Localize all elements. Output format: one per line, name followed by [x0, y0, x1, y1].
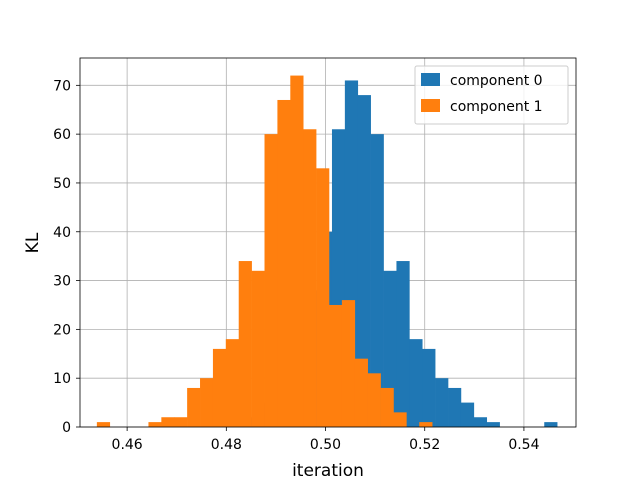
plot-frame [79, 57, 577, 428]
histogram-bar-series-1-bin-13 [303, 129, 317, 427]
legend-label-component-1: component 1 [450, 99, 543, 115]
histogram-bar-series-1-bin-4 [187, 387, 201, 427]
x-tick-label-1: 0.48 [211, 437, 242, 453]
y-tick-label-6: 60 [53, 127, 71, 143]
legend-swatch-component-1 [421, 99, 440, 112]
bars-layer [96, 75, 558, 428]
x-tick-label-3: 0.52 [409, 437, 440, 453]
histogram-bar-series-0-bin-21 [544, 422, 558, 427]
histogram-bar-series-1-bin-16 [341, 300, 356, 427]
y-axis-ticks: 0 10 20 30 40 50 60 70 [53, 78, 80, 436]
histogram-bar-series-0-bin-17 [448, 387, 462, 427]
y-tick-label-3: 30 [53, 274, 71, 290]
x-axis-label: iteration [292, 461, 364, 480]
histogram-bar-series-0-bin-11 [370, 134, 384, 427]
x-tick-label-0: 0.46 [112, 437, 143, 453]
legend-swatch-component-0 [421, 73, 440, 86]
histogram-bar-series-0-bin-20 [486, 422, 500, 427]
y-tick-label-7: 70 [53, 78, 71, 94]
histogram-bar-series-1-bin-18 [367, 373, 381, 427]
histogram-bar-series-0-bin-15 [422, 348, 436, 427]
histogram-bar-series-1-bin-8 [238, 261, 252, 427]
histogram-bar-series-1-bin-20 [393, 412, 407, 427]
legend-box [414, 65, 569, 125]
histogram-bar-series-1-bin-9 [251, 270, 265, 427]
histogram-bar-series-1-bin-6 [212, 348, 227, 427]
y-tick-label-0: 0 [62, 420, 71, 436]
histogram-bar-series-1-bin-14 [316, 168, 330, 428]
y-tick-label-1: 10 [53, 371, 71, 387]
histogram-bar-series-1-bin-3 [174, 417, 188, 427]
histogram-bar-series-0-bin-19 [473, 417, 488, 427]
histogram-bar-series-1-bin-2 [161, 417, 175, 427]
histogram-bar-series-0-bin-10 [357, 95, 371, 427]
x-tick-label-4: 0.54 [508, 437, 539, 453]
y-axis-label: KL [23, 232, 43, 253]
y-tick-label-2: 20 [53, 322, 71, 338]
histogram-bar-series-0-bin-13 [396, 261, 410, 427]
series-1-bars [96, 75, 433, 428]
histogram-bar-series-1-bin-0 [96, 422, 111, 427]
histogram-bar-series-1-bin-15 [328, 304, 343, 427]
histogram-bar-series-1-bin-1 [148, 422, 162, 427]
legend: component 0 component 1 [414, 65, 569, 125]
histogram-bar-series-1-bin-11 [277, 99, 291, 427]
histogram-bar-series-0-bin-14 [409, 339, 423, 427]
histogram-bar-series-1-bin-22 [419, 422, 433, 427]
histogram-bar-series-1-bin-17 [354, 358, 368, 427]
histogram-bar-series-1-bin-7 [225, 339, 240, 427]
y-tick-label-4: 40 [53, 225, 71, 241]
y-tick-label-5: 50 [53, 176, 71, 192]
histogram-bar-series-0-bin-16 [435, 378, 449, 427]
histogram-bar-series-1-bin-10 [264, 134, 278, 427]
legend-label-component-0: component 0 [450, 73, 543, 89]
x-tick-label-2: 0.50 [310, 437, 341, 453]
histogram-bar-series-1-bin-19 [380, 387, 394, 427]
histogram-bar-series-1-bin-12 [290, 75, 304, 428]
histogram-bar-series-0-bin-18 [460, 402, 475, 427]
x-axis-ticks: 0.46 0.48 0.50 0.52 0.54 [112, 427, 540, 453]
histogram-bar-series-1-bin-5 [200, 378, 214, 427]
axes-spines [79, 57, 577, 428]
